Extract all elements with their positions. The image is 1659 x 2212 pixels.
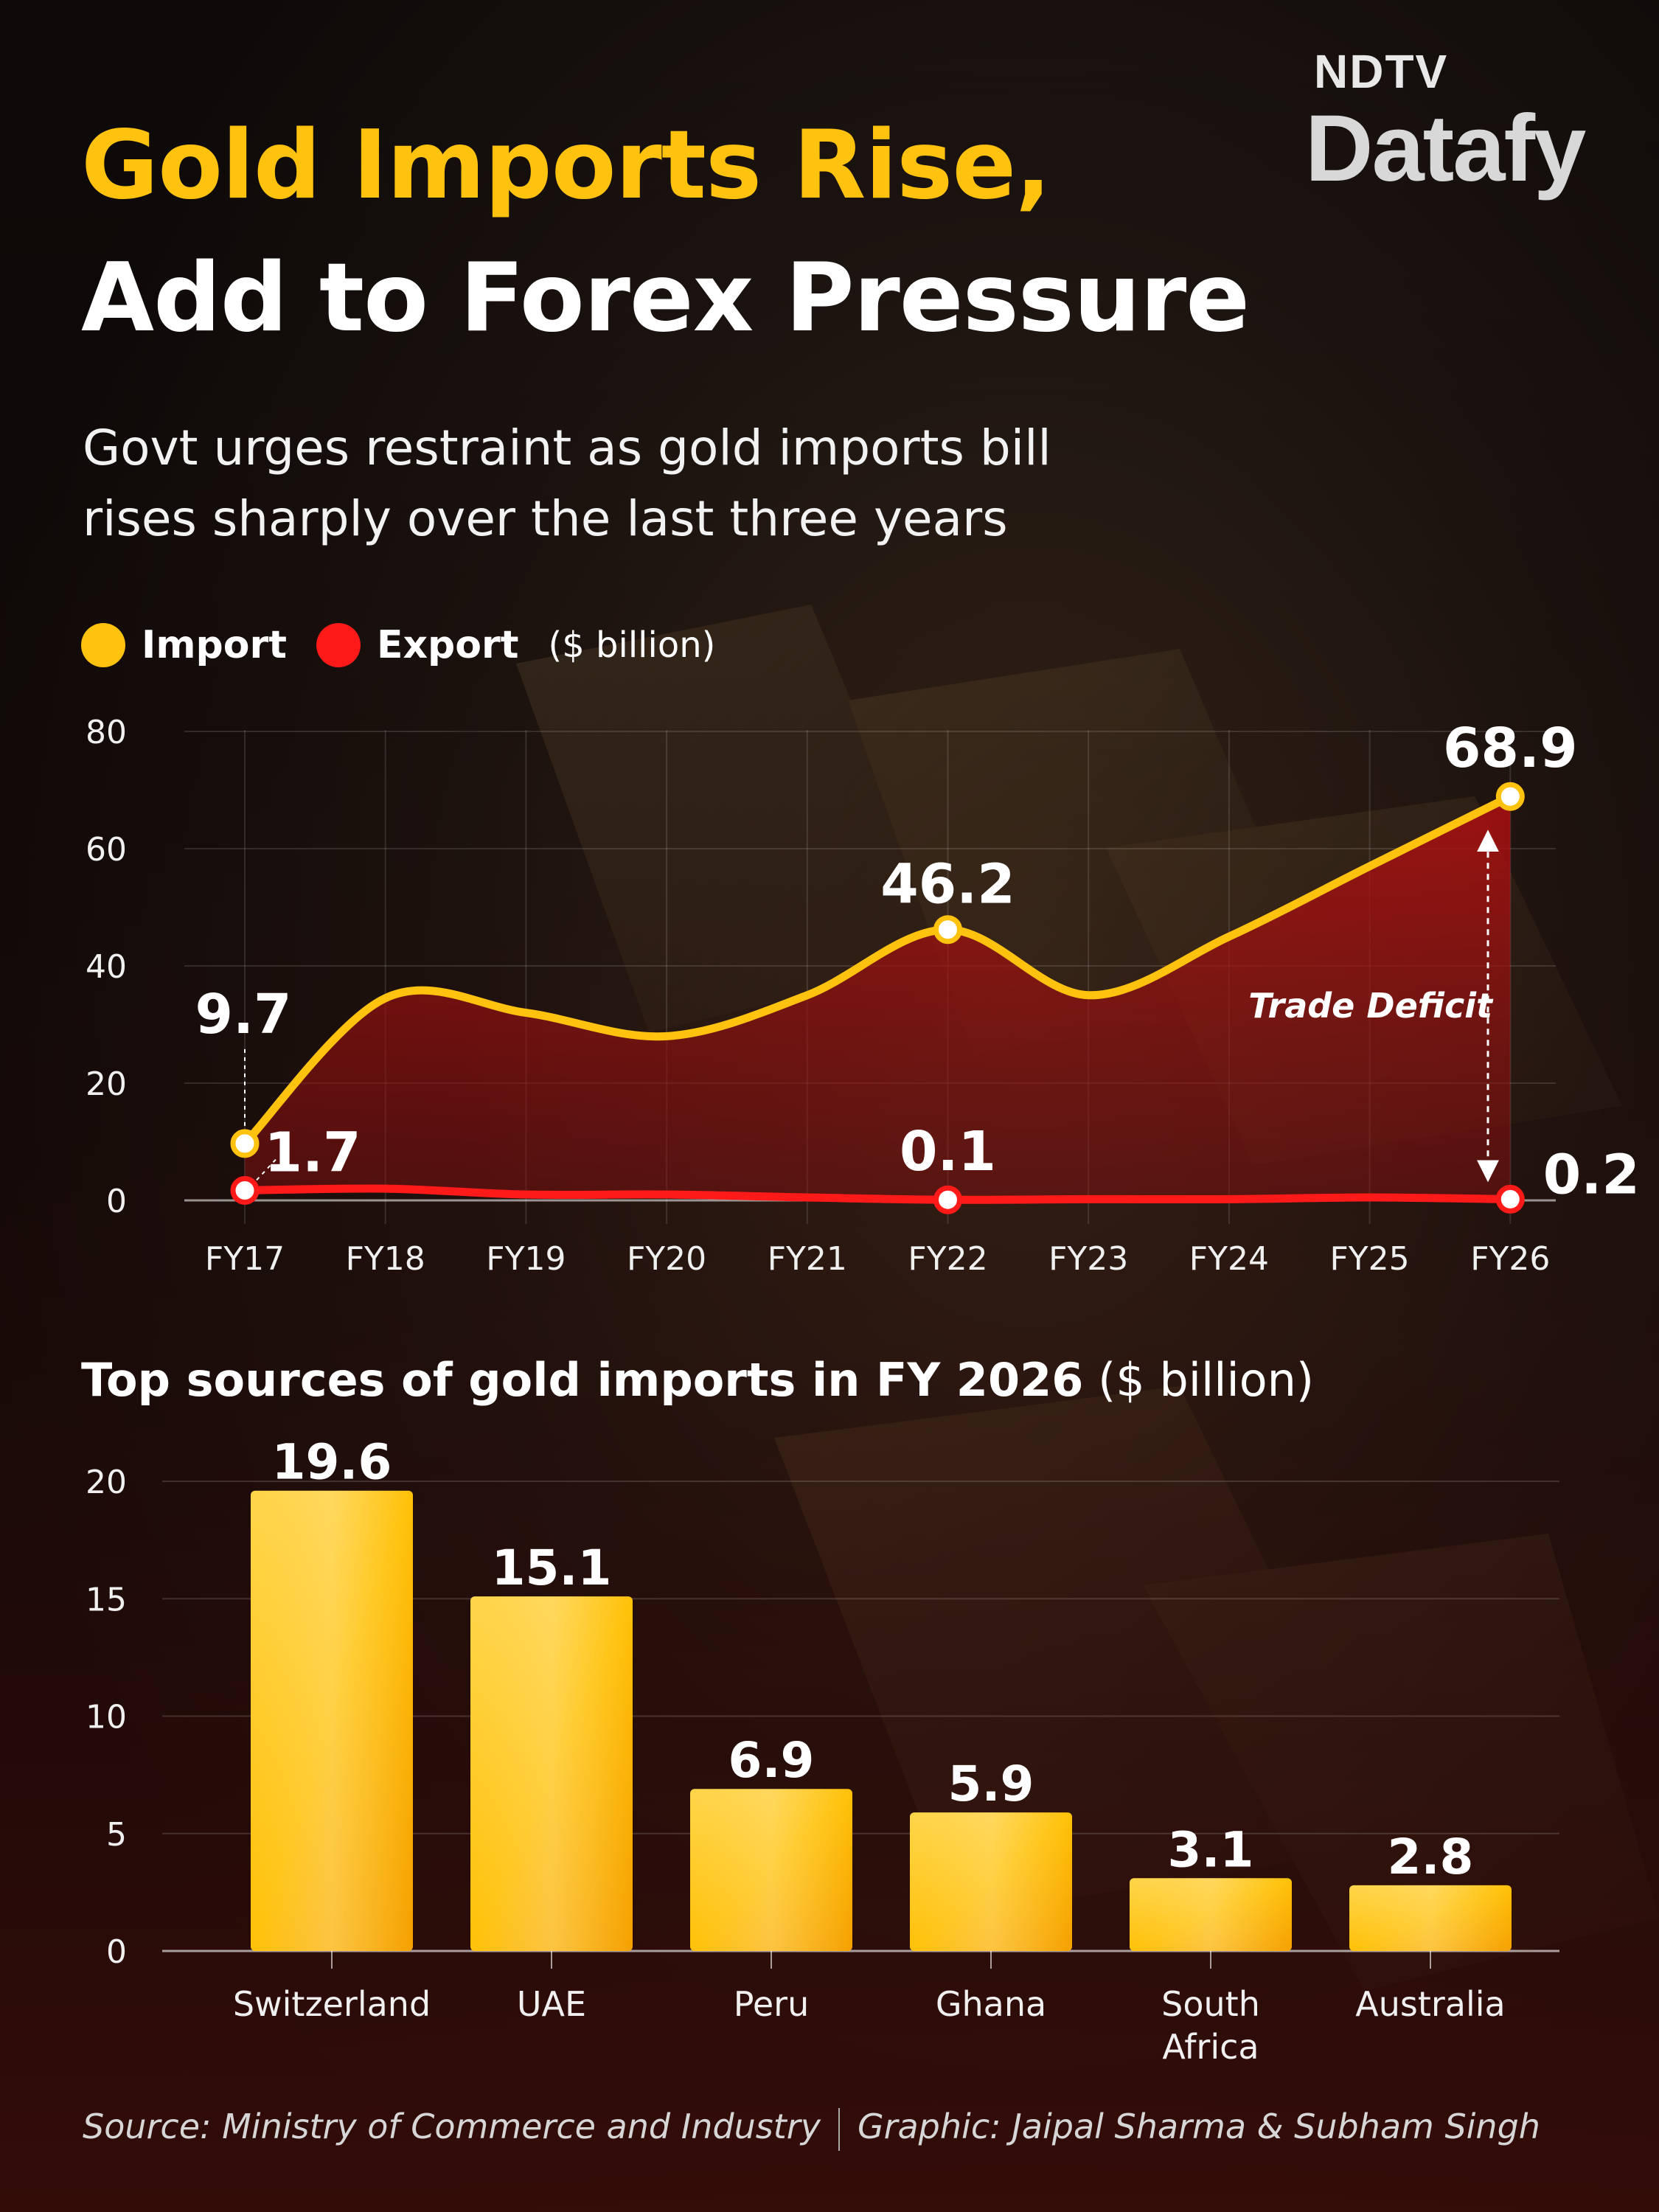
data-label: 0.1 — [900, 1120, 996, 1183]
bar-chart: 0 5 10 15 20 19.6 Switzerland 15.1 UAE 6.9 Peru 5.9… — [86, 1434, 1559, 2067]
y-tick-label: 10 — [86, 1699, 127, 1736]
x-tick-label: FY25 — [1330, 1240, 1410, 1278]
x-tick-label: FY24 — [1189, 1240, 1269, 1278]
bar-value-label: 5.9 — [948, 1756, 1034, 1812]
subtitle-line-2: rises sharply over the last three years — [83, 490, 1008, 547]
legend-export-dot — [316, 623, 361, 667]
line-chart: 0 20 40 60 80 FY17 FY18 FY19 FY20 FY21 FY22 FY23 FY2… — [86, 714, 1640, 1278]
bar-value-label: 6.9 — [728, 1732, 815, 1789]
data-label: 46.2 — [880, 853, 1015, 917]
x-tick-label: FY18 — [346, 1240, 425, 1278]
footer: Source: Ministry of Commerce and Industr… — [83, 2107, 1540, 2151]
import-point-marker — [230, 1129, 260, 1158]
x-category-label: Africa — [1162, 2027, 1259, 2067]
data-label: 1.7 — [264, 1121, 361, 1184]
data-label: 9.7 — [195, 983, 291, 1046]
legend-import-label: Import — [142, 623, 287, 667]
bar-highlight — [910, 1812, 1072, 1951]
x-tick-label: FY17 — [205, 1240, 285, 1278]
bar-highlight — [690, 1789, 852, 1951]
y-tick-label: 40 — [86, 948, 127, 986]
y-tick-label: 0 — [106, 1933, 127, 1971]
import-series-line — [240, 792, 1514, 1148]
y-tick-label: 0 — [106, 1183, 127, 1220]
line-chart-legend: Import Export ($ billion) — [81, 619, 715, 671]
data-label: 68.9 — [1443, 717, 1578, 780]
bar-value-label: 19.6 — [272, 1434, 392, 1491]
y-tick-label: 60 — [86, 831, 127, 869]
trade-deficit-label: Trade Deficit — [1248, 986, 1494, 1026]
datafy-logo: Datafy — [1305, 96, 1586, 201]
bar-value-label: 2.8 — [1388, 1829, 1474, 1885]
import-point-marker — [933, 915, 962, 945]
legend-import-dot — [81, 623, 125, 667]
export-label-connector — [256, 1157, 278, 1181]
bar-chart-title-text: Top sources of gold imports in FY 2026 — [81, 1353, 1084, 1407]
bar-value-label: 3.1 — [1168, 1821, 1254, 1878]
page-title-line-2: Add to Forex Pressure — [81, 243, 1250, 353]
bar-value-label: 15.1 — [492, 1540, 612, 1596]
legend-unit: ($ billion) — [548, 625, 716, 666]
bar-highlight — [1349, 1885, 1512, 1951]
x-category-label: Ghana — [936, 1984, 1046, 2024]
bar-highlight — [470, 1596, 633, 1951]
x-category-label: South — [1161, 1984, 1260, 2024]
trade-deficit-area — [245, 796, 1511, 1200]
x-category-label: UAE — [517, 1984, 586, 2024]
x-tick-label: FY22 — [908, 1240, 987, 1278]
x-tick-label: FY19 — [486, 1240, 566, 1278]
footer-divider — [838, 2107, 840, 2151]
export-point-marker — [230, 1175, 260, 1205]
legend-export-label: Export — [376, 623, 519, 667]
x-category-label: Australia — [1355, 1984, 1505, 2024]
subtitle-line-1: Govt urges restraint as gold imports bil… — [83, 420, 1051, 476]
bar-highlight — [1130, 1878, 1292, 1951]
y-tick-label: 20 — [86, 1464, 127, 1501]
y-tick-label: 15 — [86, 1581, 127, 1618]
export-series-line — [240, 1184, 1514, 1204]
y-tick-label: 20 — [86, 1065, 127, 1103]
page-title-line-1: Gold Imports Rise, — [81, 111, 1051, 220]
footer-source: Source: Ministry of Commerce and Industr… — [83, 2107, 821, 2146]
x-tick-label: FY21 — [768, 1240, 847, 1278]
bar-chart-title-unit: ($ billion) — [1098, 1353, 1315, 1407]
y-tick-label: 5 — [106, 1816, 127, 1854]
bar-highlight — [251, 1490, 413, 1951]
ndtv-logo: NDTV — [1314, 45, 1449, 98]
import-point-marker — [1495, 782, 1525, 811]
x-tick-label: FY23 — [1048, 1240, 1128, 1278]
export-point-marker — [1495, 1184, 1525, 1214]
y-tick-label: 80 — [86, 714, 127, 751]
x-category-label: Peru — [734, 1984, 809, 2024]
subtitle: Govt urges restraint as gold imports bil… — [83, 413, 1336, 554]
data-label: 0.2 — [1543, 1143, 1640, 1206]
x-category-label: Switzerland — [233, 1984, 431, 2024]
x-tick-label: FY20 — [627, 1240, 706, 1278]
export-point-marker — [933, 1185, 962, 1214]
footer-graphic-credit: Graphic: Jaipal Sharma & Subham Singh — [857, 2107, 1540, 2146]
x-tick-label: FY26 — [1470, 1240, 1550, 1278]
bar-chart-title: Top sources of gold imports in FY 2026 (… — [81, 1353, 1314, 1407]
